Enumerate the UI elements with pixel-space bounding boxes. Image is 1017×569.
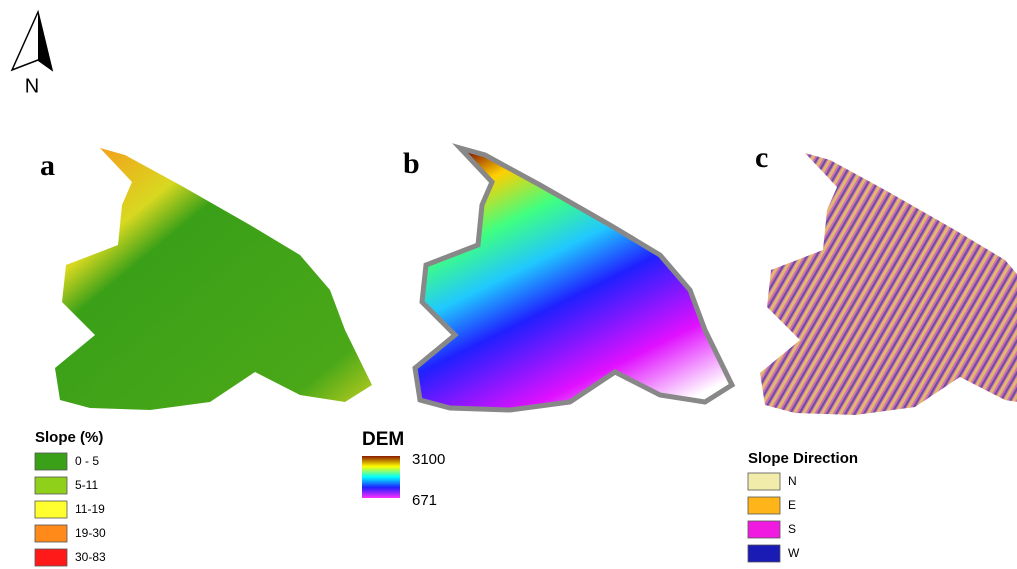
legend-label: 5-11 [75,478,98,492]
legend-label: W [788,546,800,560]
legend-swatch [35,453,67,470]
legend-label: 30-83 [75,550,106,564]
legend-swatch [748,545,780,562]
legend-label: 19-30 [75,526,106,540]
legend-swatch [35,501,67,518]
legend-title: DEM [362,429,404,450]
legend-swatch [748,497,780,514]
legend-label: 11-19 [75,502,105,516]
legend-title: Slope (%) [35,429,103,446]
legend-label: N [788,474,797,488]
dem-max: 3100 [412,451,445,468]
dem-min: 671 [412,492,437,509]
legend-label: S [788,522,796,536]
legend-label: E [788,498,796,512]
legend-title: Slope Direction [748,450,858,467]
panel-label: a [40,149,55,182]
dem-map [415,148,732,410]
legend-label: 0 - 5 [75,454,99,468]
legend-swatch [35,525,67,542]
dem-ramp [362,456,400,498]
north-arrow: N [12,12,52,97]
panel-label: b [403,147,420,180]
aspect-map [760,153,1017,415]
slope-map [55,148,372,410]
figure: N a b c Slope (%) DEM 3100 671 Slope Dir… [0,0,1017,569]
north-label: N [25,75,39,97]
legend-swatch [35,549,67,566]
legend-swatch [748,473,780,490]
legend-swatch [748,521,780,538]
legend-swatch [35,477,67,494]
panel-label: c [755,141,768,174]
